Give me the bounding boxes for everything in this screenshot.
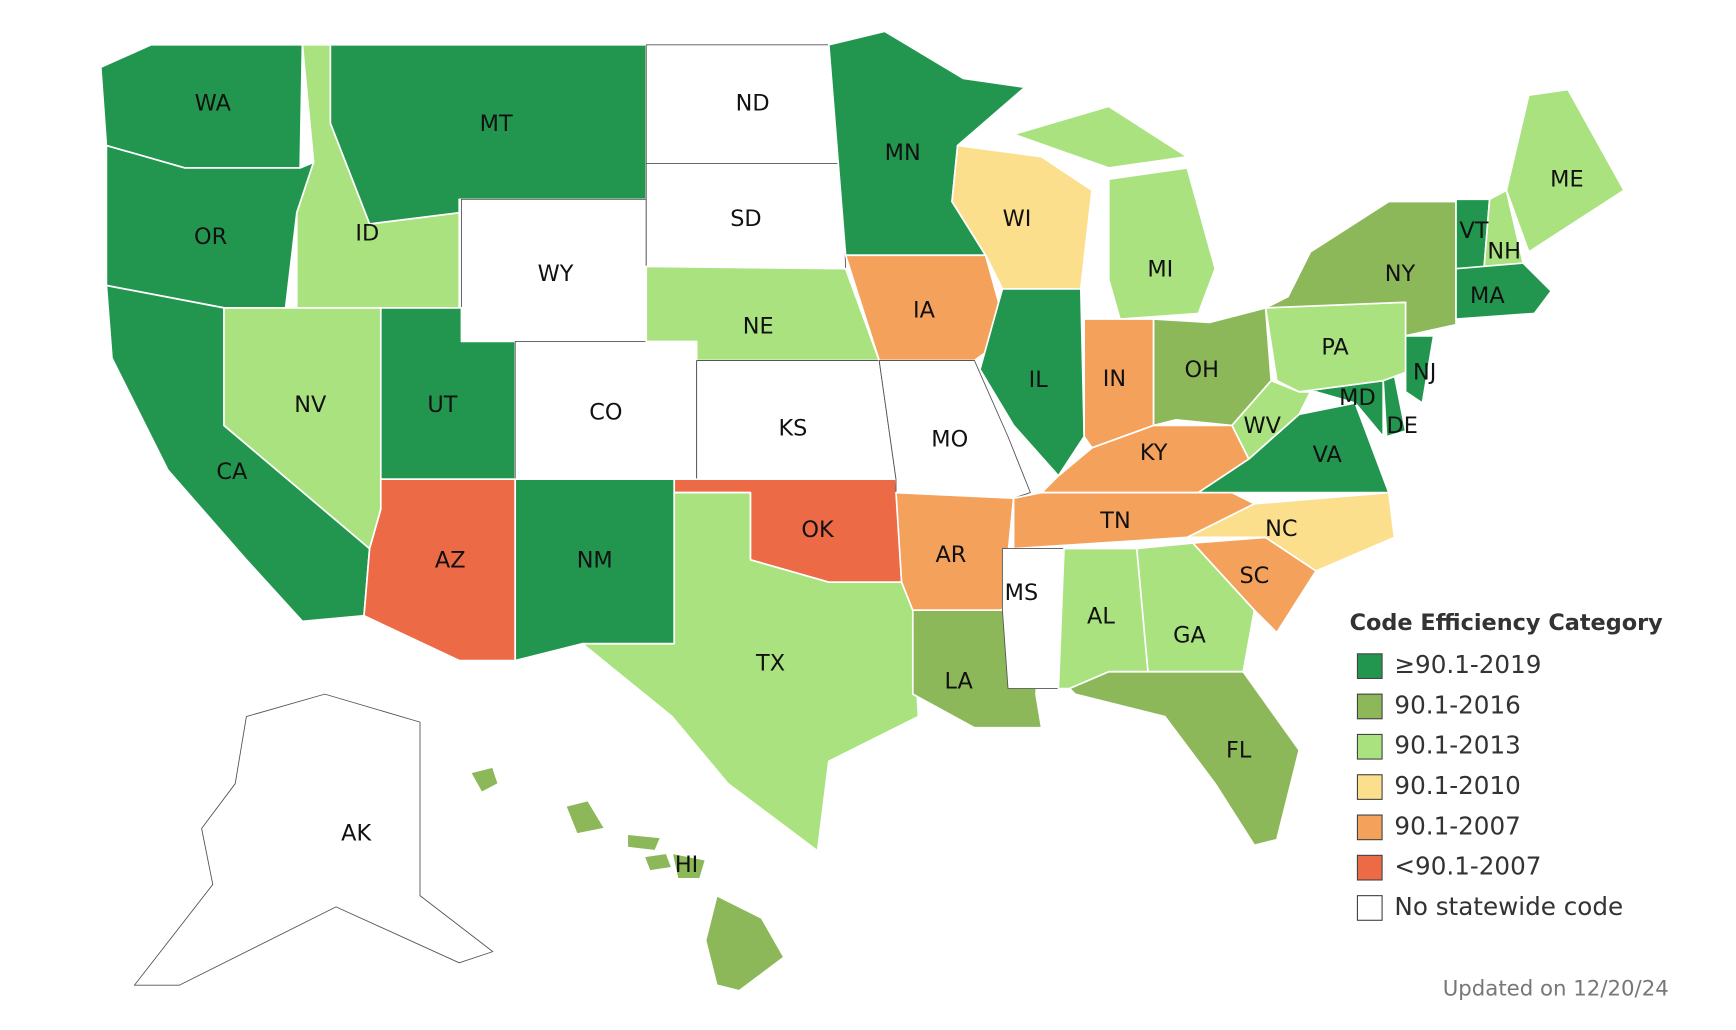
state-label: CA [216, 459, 248, 485]
state-shape [581, 491, 920, 852]
state-label: IN [1103, 366, 1126, 392]
state-label: MT [480, 111, 513, 137]
state-shape [1404, 335, 1435, 404]
state-label: MN [885, 140, 921, 166]
state-label: UT [427, 392, 457, 418]
state-label: OR [194, 224, 227, 250]
state-label: AR [935, 542, 966, 568]
state-label: PA [1321, 335, 1349, 361]
legend-label: 90.1-2016 [1394, 690, 1520, 719]
state-label: MO [931, 426, 968, 452]
legend: Code Efficiency Category ≥90.1-2019 90.1-… [1350, 610, 1664, 921]
state-label: MD [1339, 385, 1376, 411]
state-label: WY [538, 261, 574, 287]
state-label: FL [1226, 738, 1252, 764]
legend-swatch [1356, 733, 1383, 760]
state-label: KS [779, 415, 808, 441]
legend-swatch [1356, 895, 1383, 921]
state-label: VA [1313, 442, 1343, 468]
state-shape [1135, 542, 1256, 673]
state-shapes [99, 30, 1625, 992]
legend-swatch [1356, 693, 1383, 720]
state-label: NM [577, 547, 613, 573]
legend-label: <90.1-2007 [1394, 852, 1541, 881]
state-label: DE [1387, 413, 1418, 439]
state-label: VT [1459, 218, 1488, 244]
state-label: AK [341, 821, 372, 847]
state-label: MS [1005, 580, 1039, 606]
state-shape [469, 766, 785, 992]
state-label: GA [1173, 622, 1206, 648]
legend-label: ≥90.1-2019 [1394, 650, 1541, 679]
state-label: ND [736, 91, 770, 117]
state-label: NV [294, 392, 327, 418]
state-label: ID [355, 220, 379, 246]
legend-swatch [1356, 854, 1383, 881]
state-label: IL [1029, 367, 1049, 393]
state-label: TX [755, 650, 785, 676]
state-label: SC [1239, 563, 1269, 589]
legend-label: 90.1-2013 [1394, 731, 1520, 760]
state-shape [1197, 402, 1390, 494]
state-shape [1068, 670, 1301, 847]
state-shape [1186, 491, 1396, 572]
state-labels: WA OR CA ID NV MT WY UT AZ CO NM ND SD NE KS OK TX MN IA MO… [194, 91, 1584, 878]
state-label: OH [1185, 357, 1219, 383]
state-shape [1191, 536, 1317, 634]
state-shape [1455, 262, 1553, 320]
state-label: NH [1487, 238, 1521, 264]
state-label: NJ [1413, 359, 1436, 385]
state-label: CO [589, 400, 622, 426]
state-label: WA [195, 91, 232, 117]
legend-swatch [1356, 814, 1383, 841]
state-shape [878, 360, 1031, 499]
state-label: MI [1147, 256, 1173, 282]
state-label: ME [1550, 167, 1583, 193]
legend-swatch [1356, 774, 1383, 800]
legend-label: No statewide code [1394, 892, 1623, 921]
state-label: LA [945, 668, 974, 694]
state-shape [1505, 88, 1625, 253]
legend-swatch [1356, 653, 1383, 680]
state-label: IA [913, 298, 936, 324]
legend-label: 90.1-2010 [1394, 771, 1520, 800]
state-shape [1264, 200, 1457, 337]
state-shape [1012, 105, 1217, 320]
state-label: KY [1140, 440, 1168, 466]
state-label: WI [1003, 206, 1032, 232]
state-label: MA [1470, 283, 1505, 309]
state-label: SD [730, 206, 761, 232]
state-label: AL [1087, 603, 1115, 629]
state-label: HI [675, 852, 698, 878]
legend-title: Code Efficiency Category [1350, 610, 1664, 636]
footnote: Updated on 12/20/24 [1443, 977, 1669, 1002]
state-label: NY [1385, 261, 1416, 287]
state-label: NE [743, 313, 774, 339]
legend-label: 90.1-2007 [1394, 811, 1520, 840]
state-shape [1001, 548, 1065, 689]
state-label: OK [801, 517, 835, 543]
state-label: AZ [435, 547, 466, 573]
state-label: TN [1099, 508, 1130, 534]
state-label: NC [1265, 516, 1297, 542]
state-shape [133, 693, 494, 986]
state-label: WV [1244, 413, 1282, 439]
